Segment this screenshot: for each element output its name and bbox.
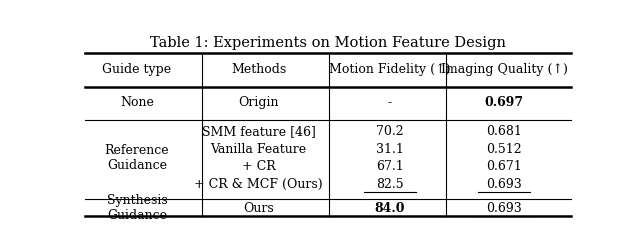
Text: Imaging Quality (↑): Imaging Quality (↑) xyxy=(441,63,568,76)
Text: + CR & MCF (Ours): + CR & MCF (Ours) xyxy=(195,178,323,191)
Text: Ours: Ours xyxy=(243,202,274,215)
Text: Reference
Guidance: Reference Guidance xyxy=(105,144,170,172)
Text: Vanilla Feature: Vanilla Feature xyxy=(211,143,307,156)
Text: 0.671: 0.671 xyxy=(486,160,522,173)
Text: 0.693: 0.693 xyxy=(486,202,522,215)
Text: 67.1: 67.1 xyxy=(376,160,404,173)
Text: 0.697: 0.697 xyxy=(484,96,524,109)
Text: Origin: Origin xyxy=(238,96,279,109)
Text: + CR: + CR xyxy=(242,160,275,173)
Text: Methods: Methods xyxy=(231,63,286,76)
Text: 70.2: 70.2 xyxy=(376,125,404,138)
Text: -: - xyxy=(388,96,392,109)
Text: SMM feature [46]: SMM feature [46] xyxy=(202,125,316,138)
Text: 0.681: 0.681 xyxy=(486,125,522,138)
Text: 0.512: 0.512 xyxy=(486,143,522,156)
Text: None: None xyxy=(120,96,154,109)
Text: 31.1: 31.1 xyxy=(376,143,404,156)
Text: 0.693: 0.693 xyxy=(486,178,522,191)
Text: 82.5: 82.5 xyxy=(376,178,404,191)
Text: 84.0: 84.0 xyxy=(375,202,405,215)
Text: Synthesis
Guidance: Synthesis Guidance xyxy=(107,194,168,222)
Text: Motion Fidelity (↑): Motion Fidelity (↑) xyxy=(329,63,451,76)
Text: Table 1: Experiments on Motion Feature Design: Table 1: Experiments on Motion Feature D… xyxy=(150,36,506,50)
Text: Guide type: Guide type xyxy=(102,63,172,76)
